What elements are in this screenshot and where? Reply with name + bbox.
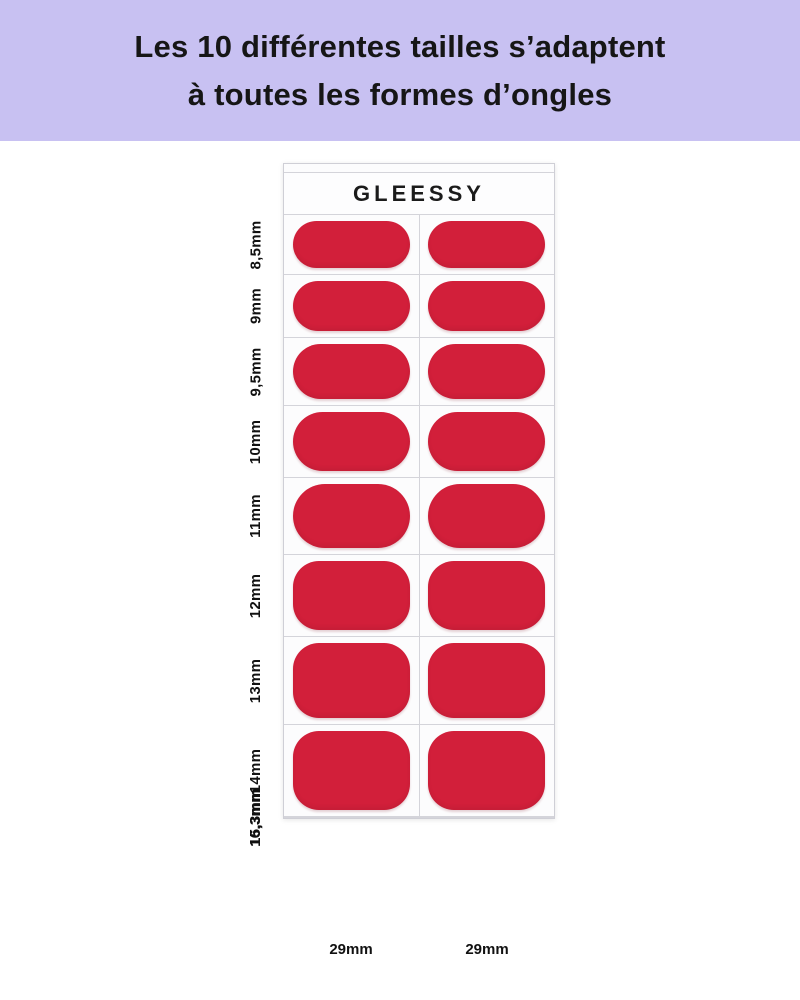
size-row: 15,3mm (248, 788, 554, 846)
size-row: 14mm (248, 725, 555, 817)
sticker-cell (284, 406, 420, 477)
nail-sticker (428, 561, 546, 630)
sticker-cell (420, 275, 555, 337)
size-row: 9mm (248, 275, 555, 338)
nail-sticker (292, 281, 410, 331)
sticker-cell (284, 555, 420, 636)
nail-sticker-sheet: GLEESSY 8,5mm 9mm 9,5mm 10mm 11mm (248, 163, 555, 847)
nail-sticker (292, 561, 410, 630)
size-row: 12mm (248, 555, 555, 637)
size-row: 10mm (248, 406, 555, 478)
banner-title-line2: à toutes les formes d’ongles (187, 76, 613, 112)
width-label: 29mm (329, 941, 373, 958)
sticker-cell (420, 338, 555, 405)
size-row: 8,5mm (248, 215, 555, 275)
size-label: 8,5mm (247, 219, 265, 270)
nail-sticker (292, 731, 410, 810)
size-label: 9,5mm (247, 346, 265, 397)
sticker-cell (284, 215, 420, 274)
size-row: 13mm (248, 637, 555, 725)
nail-sticker (428, 484, 546, 548)
size-label: 9mm (247, 288, 265, 324)
sticker-length-labels: 29mm 29mm (283, 941, 555, 958)
size-label: 10mm (247, 419, 265, 464)
sticker-cell (284, 338, 420, 405)
size-label: 16,3mm (247, 789, 265, 847)
size-label: 13mm (247, 658, 265, 703)
sticker-cell (420, 637, 555, 724)
width-label: 29mm (465, 941, 509, 958)
size-label: 14mm (247, 748, 265, 793)
sheet-top-strip (284, 164, 554, 173)
nail-sticker (292, 344, 410, 399)
nail-sticker (428, 731, 546, 810)
nail-sticker (292, 484, 410, 548)
size-row: 11mm (248, 478, 555, 555)
sticker-cell (284, 275, 420, 337)
nail-sticker (292, 643, 410, 718)
banner-title-line1: Les 10 différentes tailles s’adaptent (134, 28, 666, 64)
nail-sticker (428, 344, 546, 399)
product-image-area: GLEESSY 8,5mm 9mm 9,5mm 10mm 11mm (0, 141, 800, 1000)
sticker-cell (420, 478, 555, 554)
nail-sticker (292, 221, 410, 268)
brand-wordmark: GLEESSY (284, 173, 554, 215)
sticker-cell (284, 478, 420, 554)
sticker-cell (420, 725, 555, 816)
nail-sticker (292, 412, 410, 471)
size-row: 9,5mm (248, 338, 555, 406)
sticker-cell (284, 725, 420, 816)
size-label: 11mm (247, 494, 265, 538)
size-label: 12mm (247, 573, 265, 618)
nail-sticker (428, 643, 546, 718)
sticker-cell (420, 215, 555, 274)
banner: Les 10 différentes tailles s’adaptent à … (0, 0, 800, 141)
nail-sticker (428, 281, 546, 331)
nail-sticker (428, 412, 546, 471)
nail-sticker (428, 221, 546, 268)
sticker-cell (420, 406, 555, 477)
sticker-cell (420, 555, 555, 636)
sticker-cell (284, 637, 420, 724)
